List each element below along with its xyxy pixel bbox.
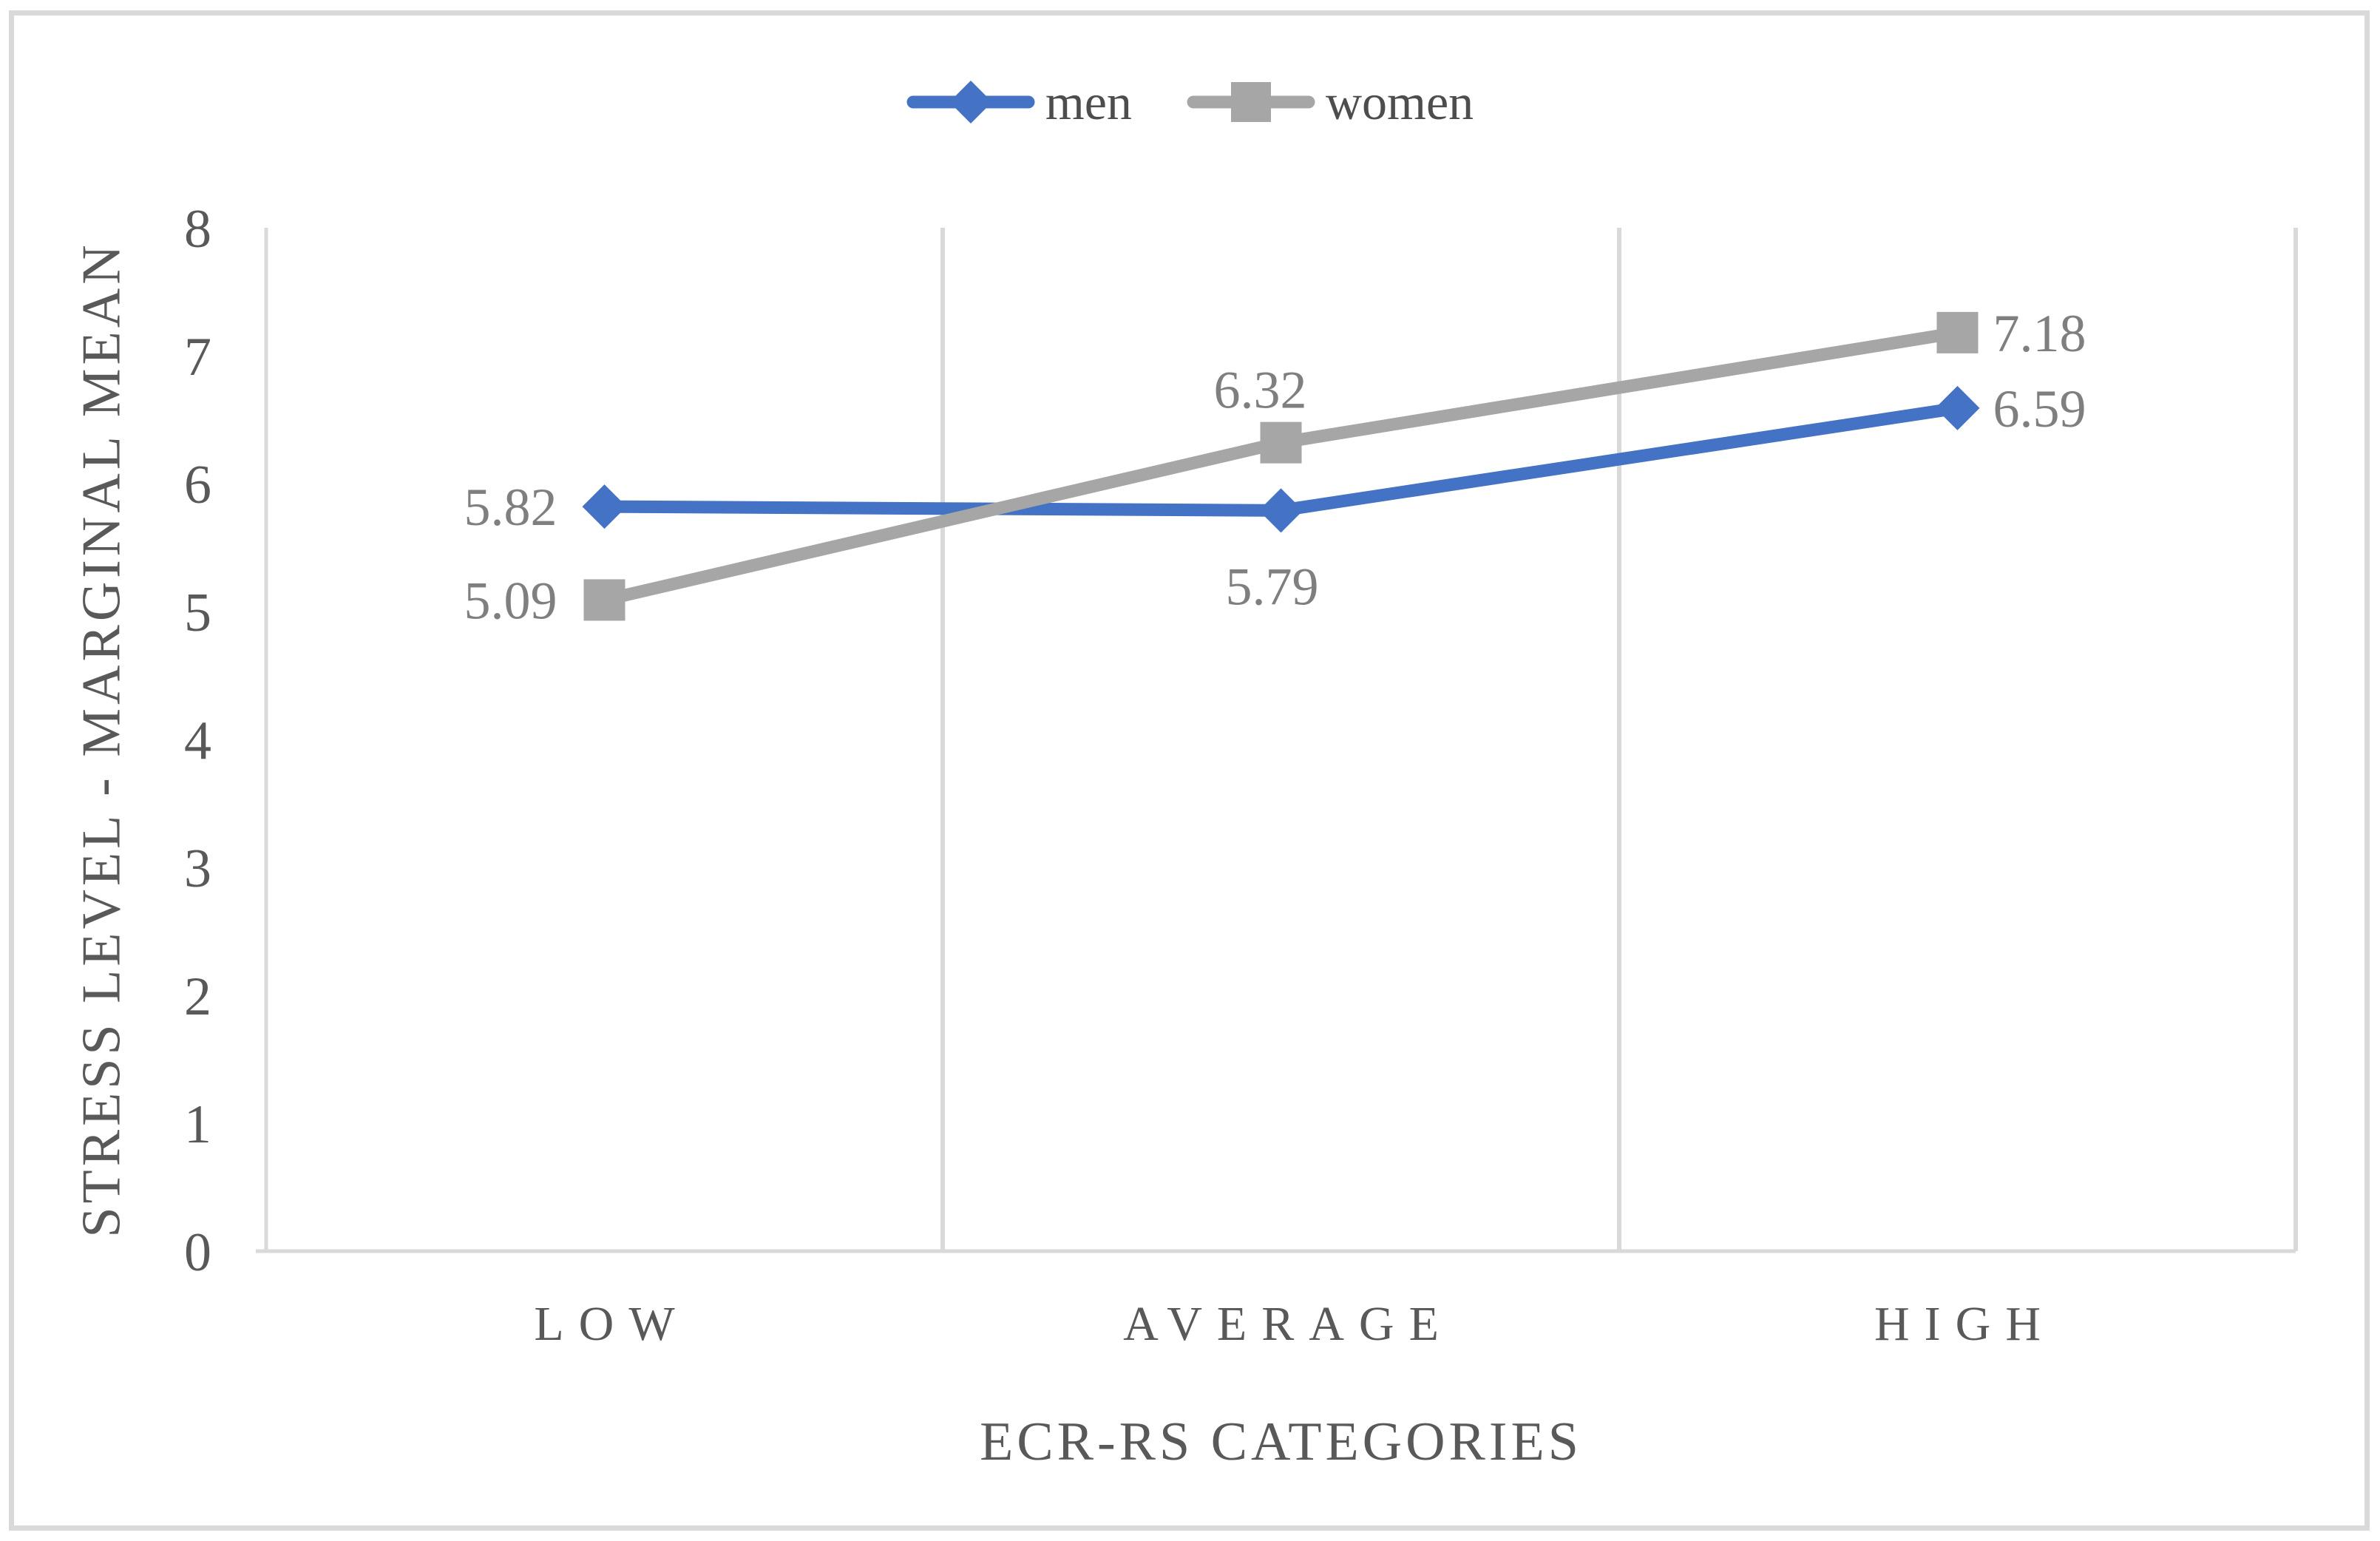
legend-item-men: men (906, 68, 1132, 136)
y-tick-label: 8 (184, 199, 211, 260)
legend-item-women: women (1187, 68, 1474, 136)
data-marker-square (583, 579, 625, 621)
data-label: 5.82 (464, 478, 557, 537)
data-label: 6.32 (1214, 361, 1307, 420)
y-tick-label: 2 (184, 966, 211, 1027)
legend: men women (0, 68, 2380, 136)
y-tick-label: 6 (184, 455, 211, 515)
data-marker-square (1936, 311, 1979, 353)
data-marker-diamond (1258, 488, 1303, 533)
legend-label-men: men (1045, 74, 1132, 130)
data-marker-diamond (1935, 385, 1980, 430)
y-tick-label: 3 (184, 839, 211, 899)
y-tick-label: 0 (184, 1222, 211, 1283)
legend-label-women: women (1325, 74, 1474, 130)
y-axis-title: STRESS LEVEL - MARGINAL MEAN (71, 241, 132, 1238)
diamond-icon (906, 81, 1035, 123)
data-marker-diamond (582, 484, 627, 529)
data-marker-square (1260, 421, 1302, 464)
y-tick-label: 4 (184, 711, 211, 771)
data-label: 7.18 (1993, 304, 2086, 363)
x-category-label: AVERAGE (1123, 1297, 1454, 1351)
x-category-label: HIGH (1874, 1297, 2055, 1351)
data-label: 5.79 (1226, 557, 1319, 616)
x-axis-title: ECR-RS CATEGORIES (980, 1412, 1582, 1472)
y-tick-label: 5 (184, 583, 211, 643)
square-icon (1187, 82, 1315, 122)
data-label: 6.59 (1993, 379, 2086, 438)
data-label: 5.09 (464, 571, 557, 630)
y-tick-label: 1 (184, 1094, 211, 1155)
y-tick-label: 7 (184, 327, 211, 387)
x-category-label: LOW (534, 1297, 689, 1351)
